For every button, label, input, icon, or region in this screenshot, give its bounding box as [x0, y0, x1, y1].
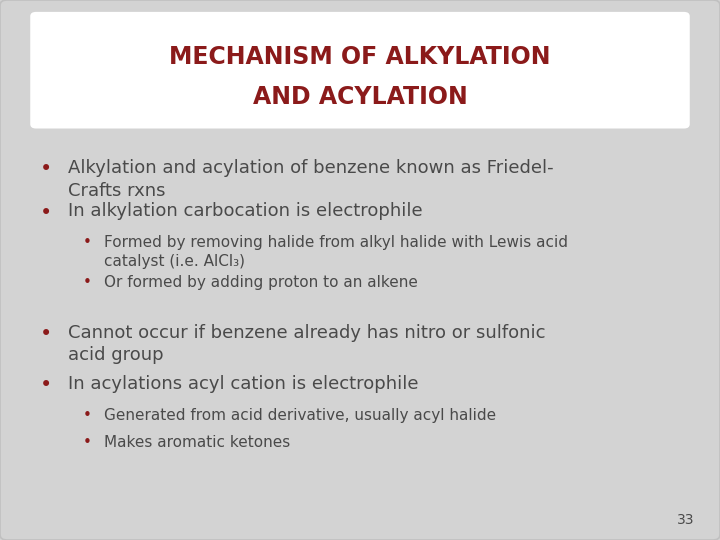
Text: Or formed by adding proton to an alkene: Or formed by adding proton to an alkene: [104, 275, 418, 291]
Text: 33: 33: [678, 512, 695, 526]
Text: Formed by removing halide from alkyl halide with Lewis acid
catalyst (i.e. AlCl₃: Formed by removing halide from alkyl hal…: [104, 235, 568, 268]
Text: In alkylation carbocation is electrophile: In alkylation carbocation is electrophil…: [68, 202, 423, 220]
Text: Generated from acid derivative, usually acyl halide: Generated from acid derivative, usually …: [104, 408, 497, 423]
Text: •: •: [83, 275, 91, 291]
Text: •: •: [40, 159, 52, 179]
Text: •: •: [83, 408, 91, 423]
Text: •: •: [83, 235, 91, 250]
Text: Makes aromatic ketones: Makes aromatic ketones: [104, 435, 291, 450]
Text: •: •: [40, 375, 52, 395]
Text: •: •: [40, 202, 52, 222]
FancyBboxPatch shape: [30, 12, 690, 129]
Text: AND ACYLATION: AND ACYLATION: [253, 85, 467, 109]
Text: Cannot occur if benzene already has nitro or sulfonic
acid group: Cannot occur if benzene already has nitr…: [68, 324, 546, 364]
Text: MECHANISM OF ALKYLATION: MECHANISM OF ALKYLATION: [169, 45, 551, 69]
Text: •: •: [83, 435, 91, 450]
Text: Alkylation and acylation of benzene known as Friedel-
Crafts rxns: Alkylation and acylation of benzene know…: [68, 159, 554, 199]
Text: In acylations acyl cation is electrophile: In acylations acyl cation is electrophil…: [68, 375, 419, 393]
Text: •: •: [40, 324, 52, 344]
